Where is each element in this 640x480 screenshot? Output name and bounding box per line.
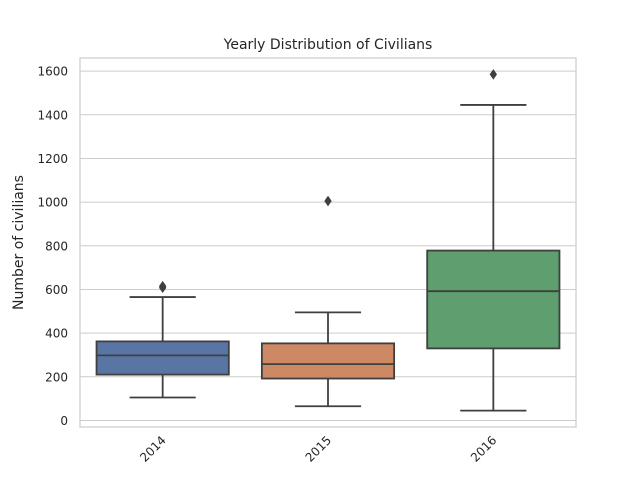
boxes — [95, 69, 561, 412]
outlier-point — [489, 69, 498, 80]
y-tick-label: 1200 — [37, 152, 68, 166]
x-tick-label: 2014 — [137, 433, 168, 464]
y-tick-label: 1600 — [37, 65, 68, 79]
y-tick-label: 600 — [45, 283, 68, 297]
outlier-point — [324, 195, 332, 207]
box-body — [95, 340, 230, 376]
y-tick-label: 0 — [60, 414, 68, 428]
outlier-point — [158, 280, 167, 292]
chart-title: Yearly Distribution of Civilians — [223, 37, 433, 53]
x-tick-labels: 2014 2015 2016 — [137, 433, 499, 464]
box-body — [260, 342, 396, 380]
y-tick-label: 1400 — [37, 108, 68, 122]
box-body — [426, 249, 561, 350]
y-axis-label: Number of civilians — [11, 175, 27, 310]
box-2015 — [260, 195, 396, 408]
y-tick-label: 1000 — [37, 196, 68, 210]
y-tick-labels: 0 200 400 600 800 1000 1200 1400 1600 — [37, 65, 68, 428]
box-2016 — [426, 69, 561, 412]
plot-area — [79, 57, 577, 428]
y-tick-label: 800 — [45, 239, 68, 253]
x-tick-label: 2016 — [468, 433, 499, 464]
y-tick-label: 200 — [45, 370, 68, 384]
box-2014 — [95, 280, 230, 399]
x-tick-label: 2015 — [303, 433, 334, 464]
y-tick-label: 400 — [45, 327, 68, 341]
